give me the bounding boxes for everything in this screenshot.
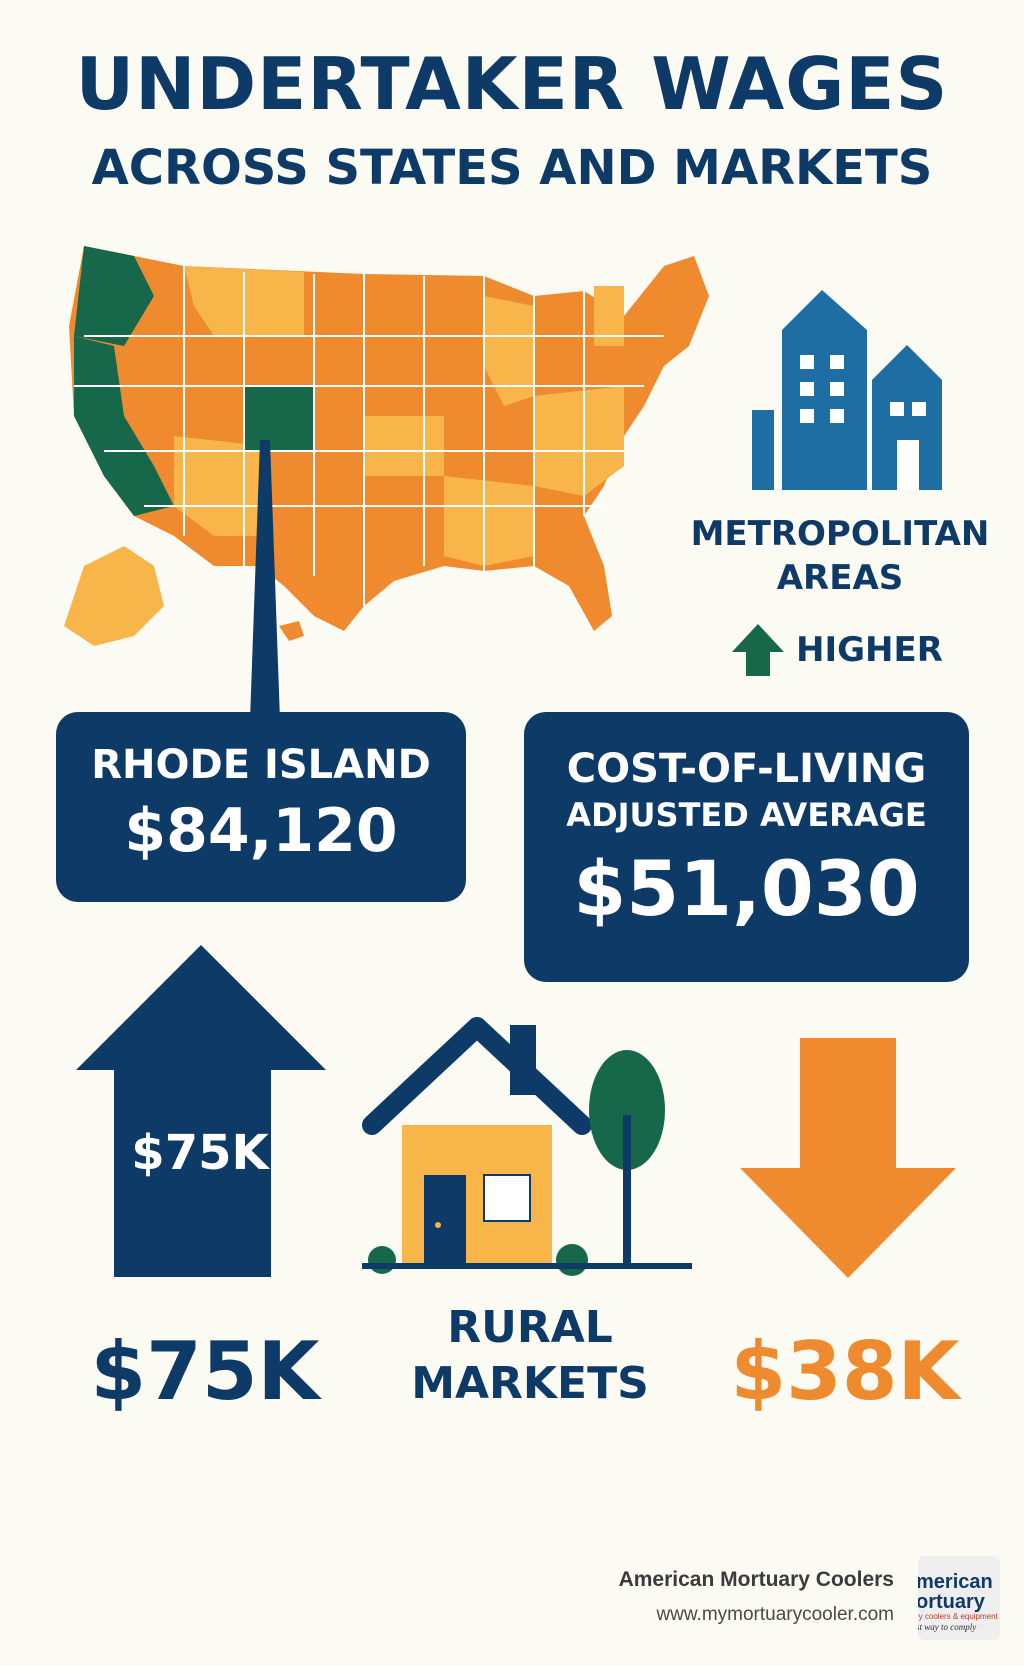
map-oregon-washington xyxy=(74,246,154,346)
high-wage-value: $75K xyxy=(90,1325,320,1418)
metro-label: METROPOLITAN AREAS xyxy=(690,512,990,600)
higher-indicator: HIGHER xyxy=(730,622,943,678)
logo-text-line4: st way to comply xyxy=(918,1622,977,1632)
col-label-line1: COST-OF-LIVING xyxy=(566,746,927,792)
col-value: $51,030 xyxy=(573,844,920,933)
arrow-up-large-icon xyxy=(76,945,326,1277)
logo-text-line1: merican xyxy=(918,1571,993,1593)
rural-markets-label: RURAL MARKETS xyxy=(400,1300,660,1412)
map-alaska xyxy=(64,546,164,646)
footer-url[interactable]: www.mymortuarycooler.com xyxy=(656,1604,894,1625)
logo-text-line3: ry coolers & equipment xyxy=(918,1612,998,1621)
metro-label-line2: AREAS xyxy=(776,558,904,598)
brand-logo: merican ortuary ry coolers & equipment s… xyxy=(918,1556,1000,1640)
map-hawaii xyxy=(279,621,304,641)
callout-pointer xyxy=(250,440,280,720)
us-map xyxy=(64,246,709,646)
cost-of-living-callout: COST-OF-LIVING ADJUSTED AVERAGE $51,030 xyxy=(524,712,969,982)
map-california xyxy=(74,336,174,516)
arrow-down-icon xyxy=(740,1038,956,1278)
page-subtitle: ACROSS STATES AND MARKETS xyxy=(91,140,933,196)
higher-label: HIGHER xyxy=(796,630,943,670)
house-icon xyxy=(362,1017,692,1276)
rural-label-line1: RURAL xyxy=(447,1302,613,1353)
callout-state-value: $84,120 xyxy=(124,796,398,866)
buildings-icon xyxy=(752,290,942,490)
up-arrow-label: $75K xyxy=(131,1125,269,1181)
rhode-island-callout: RHODE ISLAND $84,120 xyxy=(56,712,466,902)
page-title: UNDERTAKER WAGES xyxy=(75,42,949,126)
footer-brand: American Mortuary Coolers xyxy=(618,1568,894,1591)
col-label-line2: ADJUSTED AVERAGE xyxy=(566,796,927,834)
low-wage-value: $38K xyxy=(730,1325,960,1418)
metro-label-line1: METROPOLITAN xyxy=(690,514,990,554)
callout-state-name: RHODE ISLAND xyxy=(91,742,431,788)
logo-text-line2: ortuary xyxy=(918,1591,985,1613)
map-colorado xyxy=(244,386,314,451)
rural-label-line2: MARKETS xyxy=(411,1358,649,1409)
arrow-up-icon xyxy=(732,624,784,676)
